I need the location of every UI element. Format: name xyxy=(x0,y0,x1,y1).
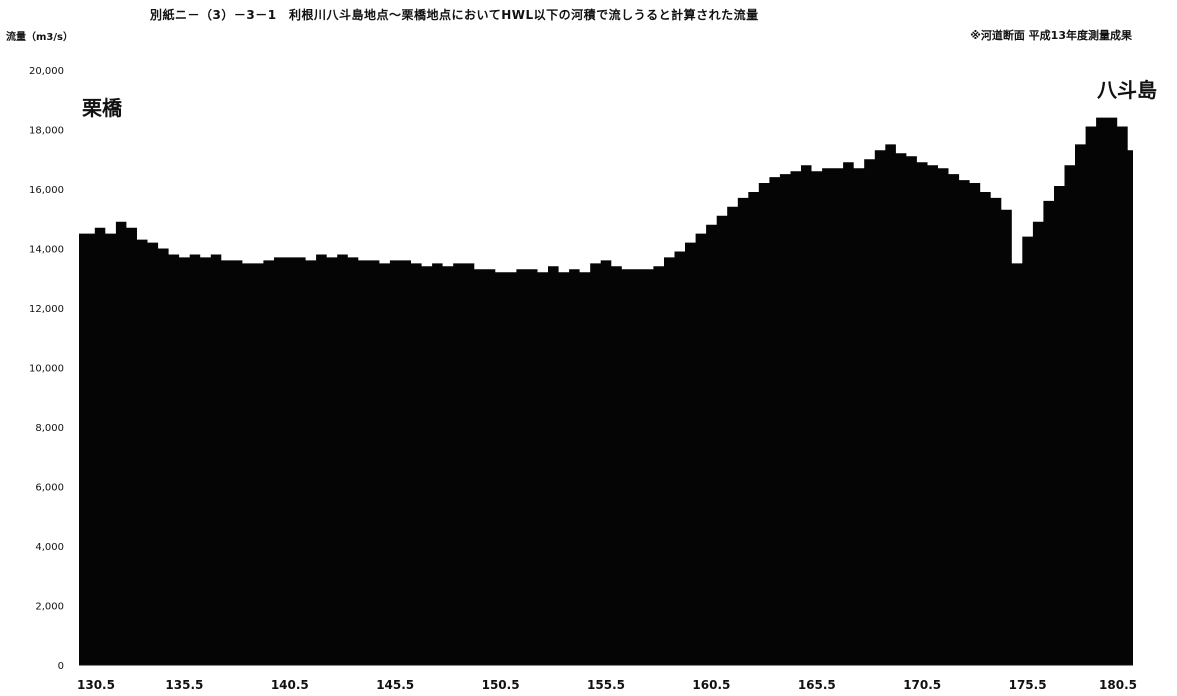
x-axis-ticks: 130.5 135.5 140.5 145.5 150.5 155.5 160.5 165.5… xyxy=(77,678,1137,692)
x-tick-label: 175.5 xyxy=(1009,678,1047,692)
y-axis-label: 流量（m3/s） xyxy=(6,32,73,43)
y-tick-label: 14,000 xyxy=(29,245,64,256)
location-label-yattajima: 八斗島 xyxy=(1097,78,1157,102)
x-tick-label: 165.5 xyxy=(798,678,836,692)
flow-capacity-area xyxy=(79,117,1133,666)
x-tick-label: 155.5 xyxy=(587,678,625,692)
y-tick-label: 12,000 xyxy=(29,304,64,315)
survey-note: ※河道断面 平成13年度測量成果 xyxy=(970,29,1132,42)
x-tick-label: 180.5 xyxy=(1099,678,1137,692)
x-tick-label: 150.5 xyxy=(482,678,520,692)
y-tick-label: 8,000 xyxy=(35,423,64,434)
x-tick-label: 160.5 xyxy=(692,678,730,692)
y-tick-label: 10,000 xyxy=(29,364,64,375)
y-axis-ticks: 0 2,000 4,000 6,000 8,000 10,000 12,000 14,000 1… xyxy=(29,66,64,672)
x-tick-label: 145.5 xyxy=(376,678,414,692)
y-tick-label: 4,000 xyxy=(35,542,64,553)
y-tick-label: 0 xyxy=(58,661,64,672)
x-tick-label: 135.5 xyxy=(165,678,203,692)
location-label-kurihashi: 栗橋 xyxy=(82,96,122,120)
chart-title: 別紙ニ－（3）－3－1 利根川八斗島地点～栗橋地点においてHWL以下の河積で流し… xyxy=(150,8,759,22)
x-tick-label: 170.5 xyxy=(903,678,941,692)
y-tick-label: 20,000 xyxy=(29,66,64,77)
x-tick-label: 140.5 xyxy=(271,678,309,692)
y-tick-label: 18,000 xyxy=(29,126,64,137)
y-tick-label: 2,000 xyxy=(35,602,64,613)
y-tick-label: 16,000 xyxy=(29,185,64,196)
y-tick-label: 6,000 xyxy=(35,483,64,494)
x-tick-label: 130.5 xyxy=(77,678,115,692)
